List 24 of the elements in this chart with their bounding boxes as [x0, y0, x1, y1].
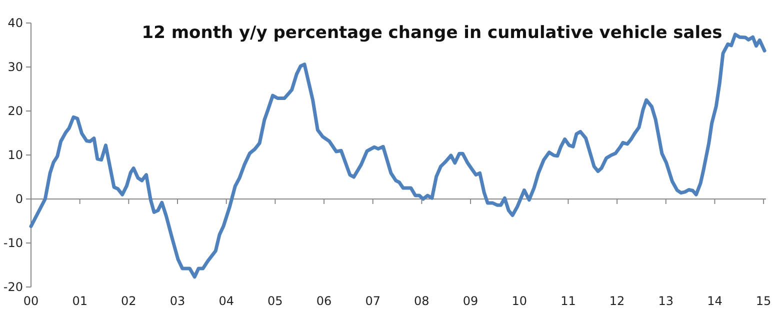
x-tick-label: 15 — [756, 294, 772, 308]
x-tick-label: 10 — [512, 294, 528, 308]
x-tick-label: 04 — [218, 294, 234, 308]
x-tick-label: 11 — [560, 294, 576, 308]
x-tick-label: 08 — [414, 294, 430, 308]
y-tick-label: 10 — [8, 148, 23, 162]
x-tick-label: 07 — [365, 294, 380, 308]
y-tick-label: 40 — [8, 16, 23, 30]
chart-title: 12 month y/y percentage change in cumulative vehicle sales — [142, 23, 722, 43]
x-tick-label: 06 — [316, 294, 332, 308]
y-tick-label: -20 — [3, 280, 23, 294]
x-tick-label: 05 — [268, 294, 283, 308]
x-tick-label: 00 — [23, 294, 39, 308]
y-tick-label: 30 — [8, 60, 23, 74]
y-tick-label: 20 — [8, 104, 23, 118]
x-tick-label: 09 — [462, 294, 478, 308]
y-tick-label: 0 — [15, 192, 23, 206]
y-tick-label: -10 — [3, 236, 23, 250]
x-tick-label: 02 — [121, 294, 136, 308]
x-tick-label: 03 — [170, 294, 186, 308]
x-tick-label: 13 — [658, 294, 674, 308]
x-tick-label: 14 — [707, 294, 722, 308]
x-tick-label: 01 — [72, 294, 88, 308]
x-tick-label: 12 — [609, 294, 625, 308]
